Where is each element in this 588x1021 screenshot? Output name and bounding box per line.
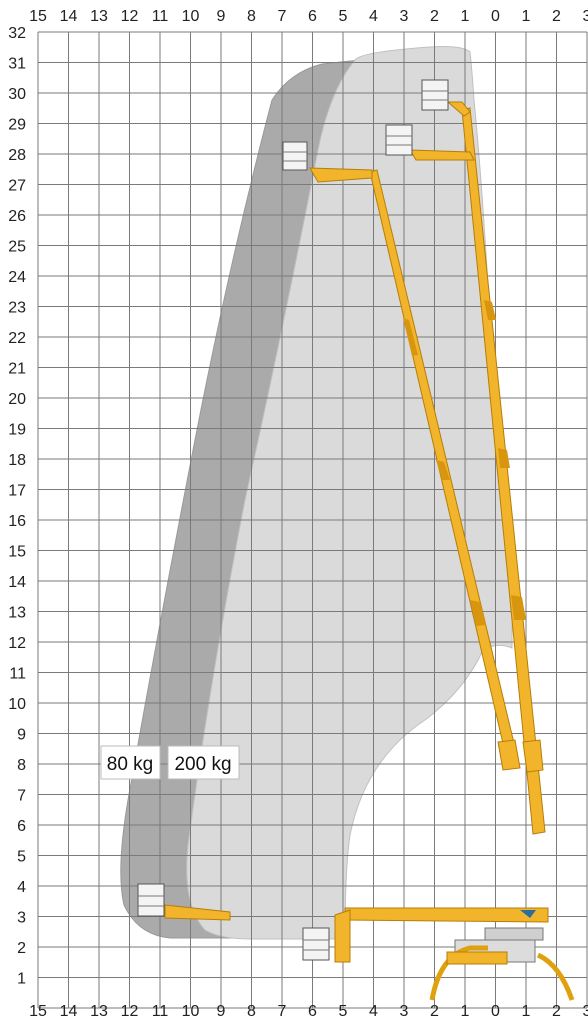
tick-label: 0 (491, 8, 500, 25)
tick-label: 1 (17, 971, 26, 988)
tick-label: 3 (400, 8, 409, 25)
tick-label: 2 (430, 8, 439, 25)
label-80kg: 80 kg (107, 754, 153, 775)
tick-label: 7 (278, 8, 287, 25)
tick-label: 25 (8, 239, 26, 256)
label-80kg-box: 80 kg (100, 745, 161, 780)
tick-label: 4 (369, 1003, 378, 1020)
chassis (429, 927, 575, 1001)
tick-label: 32 (8, 25, 26, 42)
tick-label: 16 (8, 513, 26, 530)
tick-label: 14 (60, 1003, 78, 1020)
tick-label: 15 (29, 8, 47, 25)
x-axis-top: 15 14 13 12 11 10 9 8 7 6 5 4 3 2 1 0 1 2 3 (29, 8, 588, 25)
tick-label: 8 (17, 757, 26, 774)
tick-label: 8 (247, 1003, 256, 1020)
tick-label: 6 (308, 1003, 317, 1020)
platform-upper-left (282, 141, 308, 171)
tick-label: 9 (217, 8, 226, 25)
tick-label: 3 (17, 910, 26, 927)
tick-label: 24 (8, 269, 26, 286)
tick-label: 9 (17, 727, 26, 744)
tick-label: 19 (8, 422, 26, 439)
tick-label: 31 (8, 56, 26, 73)
tick-label: 13 (90, 8, 108, 25)
platform-upper-middle (385, 124, 413, 156)
tick-label: 5 (339, 8, 348, 25)
tick-label: 18 (8, 452, 26, 469)
tick-label: 30 (8, 86, 26, 103)
tick-label: 7 (278, 1003, 287, 1020)
tick-label: 8 (247, 8, 256, 25)
tick-label: 20 (8, 391, 26, 408)
tick-label: 1 (522, 8, 531, 25)
tick-label: 11 (152, 1003, 169, 1020)
tick-label: 5 (17, 849, 26, 866)
boom-extended-vertical (409, 101, 546, 835)
tick-label: 2 (552, 8, 561, 25)
tick-label: 3 (583, 1003, 588, 1020)
tick-label: 7 (17, 788, 26, 805)
tick-label: 10 (182, 1003, 200, 1020)
tick-label: 26 (8, 208, 26, 225)
boom-low-left (164, 904, 231, 921)
tick-label: 4 (369, 8, 378, 25)
tick-label: 4 (17, 879, 26, 896)
tick-label: 9 (217, 1003, 226, 1020)
tick-label: 3 (583, 8, 588, 25)
x-axis-bottom: 15 14 13 12 11 10 9 8 7 6 5 4 3 2 1 0 1 2 3 (29, 1003, 588, 1020)
platform-top (421, 79, 449, 111)
tick-label: 13 (8, 605, 26, 622)
tick-label: 12 (121, 1003, 139, 1020)
tick-label: 13 (90, 1003, 108, 1020)
tick-label: 21 (8, 361, 26, 378)
tick-label: 1 (461, 1003, 470, 1020)
tick-label: 22 (8, 330, 26, 347)
tick-label: 27 (8, 178, 26, 195)
tick-label: 14 (60, 8, 78, 25)
tick-label: 6 (308, 8, 317, 25)
tick-label: 1 (522, 1003, 531, 1020)
tick-label: 3 (400, 1003, 409, 1020)
tick-label: 29 (8, 117, 26, 134)
tick-label: 28 (8, 147, 26, 164)
tick-label: 12 (121, 8, 139, 25)
tick-label: 0 (491, 1003, 500, 1020)
y-axis-left: 3231302928272625242322212019181716151413… (8, 25, 26, 988)
tick-label: 5 (339, 1003, 348, 1020)
tick-label: 11 (152, 8, 169, 25)
grid (37, 31, 588, 1009)
tick-label: 10 (182, 8, 200, 25)
tick-label: 6 (17, 818, 26, 835)
boom-extended-left (309, 167, 521, 771)
tick-label: 1 (461, 8, 470, 25)
label-200kg-box: 200 kg (167, 745, 240, 780)
tick-label: 10 (8, 696, 26, 713)
tick-label: 23 (8, 300, 26, 317)
tick-label: 2 (430, 1003, 439, 1020)
label-200kg: 200 kg (174, 754, 231, 775)
platform-stowed (302, 927, 330, 961)
tick-label: 2 (552, 1003, 561, 1020)
tick-label: 15 (8, 544, 26, 561)
tick-label: 14 (8, 574, 26, 591)
tick-label: 11 (9, 666, 26, 683)
boom-stowed (334, 907, 549, 963)
platform-low-left (137, 883, 165, 917)
tick-label: 2 (17, 940, 26, 957)
tick-label: 12 (8, 635, 26, 652)
tick-label: 17 (8, 483, 26, 500)
tick-label: 15 (29, 1003, 47, 1020)
